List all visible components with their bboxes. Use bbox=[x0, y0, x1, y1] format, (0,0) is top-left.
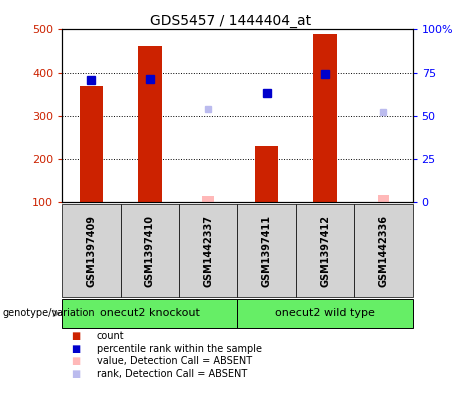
Bar bbox=[62, 204, 121, 297]
Bar bbox=[237, 204, 296, 297]
Text: genotype/variation: genotype/variation bbox=[2, 309, 95, 318]
Text: GSM1397410: GSM1397410 bbox=[145, 215, 155, 286]
Text: value, Detection Call = ABSENT: value, Detection Call = ABSENT bbox=[97, 356, 252, 366]
Text: onecut2 knockout: onecut2 knockout bbox=[100, 309, 200, 318]
Bar bbox=[255, 146, 278, 202]
Text: onecut2 wild type: onecut2 wild type bbox=[275, 309, 375, 318]
Bar bbox=[237, 299, 413, 328]
Bar bbox=[378, 195, 389, 202]
Text: count: count bbox=[97, 331, 124, 341]
Bar bbox=[354, 204, 413, 297]
Bar bbox=[202, 196, 214, 202]
Text: rank, Detection Call = ABSENT: rank, Detection Call = ABSENT bbox=[97, 369, 247, 379]
Bar bbox=[80, 86, 103, 202]
Bar bbox=[313, 34, 337, 202]
Text: GDS5457 / 1444404_at: GDS5457 / 1444404_at bbox=[150, 14, 311, 28]
Bar bbox=[121, 204, 179, 297]
Bar bbox=[62, 299, 237, 328]
Text: ■: ■ bbox=[71, 369, 81, 379]
Bar bbox=[138, 46, 161, 202]
Bar bbox=[179, 204, 237, 297]
Text: GSM1397411: GSM1397411 bbox=[261, 215, 272, 286]
Text: GSM1442337: GSM1442337 bbox=[203, 215, 213, 286]
Text: GSM1397412: GSM1397412 bbox=[320, 215, 330, 286]
Text: ■: ■ bbox=[71, 356, 81, 366]
Text: ■: ■ bbox=[71, 343, 81, 354]
Text: GSM1442336: GSM1442336 bbox=[378, 215, 389, 286]
Text: percentile rank within the sample: percentile rank within the sample bbox=[97, 343, 262, 354]
Text: GSM1397409: GSM1397409 bbox=[86, 215, 96, 286]
Bar bbox=[296, 204, 354, 297]
Text: ■: ■ bbox=[71, 331, 81, 341]
